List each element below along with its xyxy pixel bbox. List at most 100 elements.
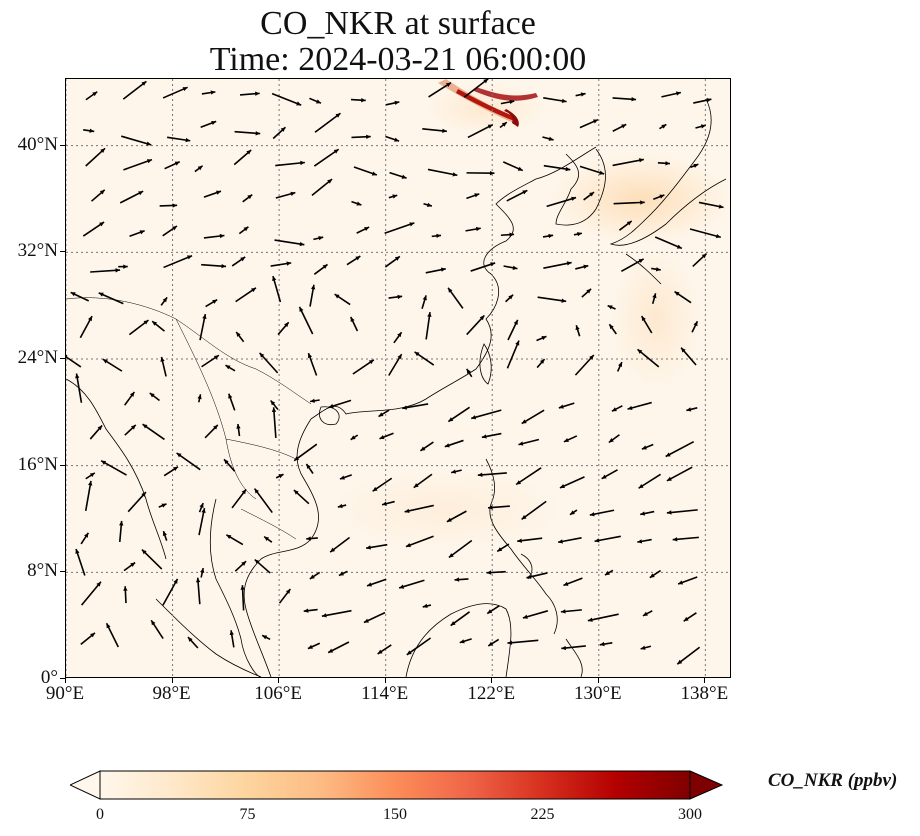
wind-vector-head	[318, 236, 324, 241]
wind-vector-head	[413, 483, 419, 488]
wind-vector-head	[483, 79, 489, 84]
wind-vector	[612, 158, 644, 167]
wind-vector-head	[361, 98, 366, 103]
wind-vector	[427, 168, 458, 177]
wind-vector-head	[106, 623, 111, 629]
wind-vector-head	[262, 635, 268, 640]
lat-tick-mark	[60, 571, 65, 573]
wind-vector-head	[674, 291, 680, 296]
wind-vector-head	[446, 517, 452, 522]
wind-vector-head	[146, 141, 152, 146]
wind-vector-head	[322, 264, 328, 269]
wind-vector-head	[718, 204, 724, 209]
coastlines	[66, 98, 727, 677]
wind-vector-head	[501, 122, 507, 127]
wind-vector-head	[75, 548, 80, 554]
wind-vector-head	[561, 298, 567, 303]
lon-tick-label: 90°E	[45, 683, 85, 704]
wind-vector-head	[592, 119, 598, 124]
wind-vector-head	[241, 561, 247, 566]
wind-vector-head	[559, 484, 565, 489]
wind-vector-head	[173, 578, 178, 584]
wind-vector	[141, 549, 163, 570]
lat-tick-label: 0°	[40, 667, 58, 688]
wind-vector-head	[327, 179, 333, 184]
wind-vector-head	[604, 570, 610, 576]
wind-vector-head	[693, 163, 699, 168]
wind-vector-head	[130, 562, 136, 567]
wind-vector-head	[70, 292, 76, 297]
wind-vector-head	[355, 256, 361, 261]
wind-vector-head	[487, 124, 493, 129]
wind-vector-head	[475, 226, 481, 232]
wind-vector-head	[123, 586, 128, 591]
wind-vector	[467, 123, 494, 139]
wind-vector	[637, 348, 660, 368]
wind-vector-head	[330, 547, 336, 553]
wind-vector-head	[392, 194, 398, 199]
wind-vector-head	[497, 547, 503, 552]
wind-vector-head	[474, 193, 480, 198]
wind-vector	[298, 306, 314, 335]
wind-vector-head	[701, 253, 707, 259]
colorbar-tick-label: 300	[678, 806, 702, 823]
wind-vector-head	[197, 165, 203, 171]
wind-vector-head	[236, 424, 241, 429]
colorbar-extend-max	[689, 770, 724, 800]
wind-vector-head	[404, 508, 410, 513]
wind-vector-head	[213, 424, 218, 430]
wind-vector	[274, 239, 305, 246]
wind-vector-head	[599, 641, 605, 647]
wind-vector-head	[138, 191, 144, 196]
wind-vector	[384, 222, 415, 234]
wind-vector-head	[141, 81, 147, 86]
map-title: CO_NKR at surface	[260, 5, 536, 42]
wind-vector-head	[683, 616, 689, 622]
wind-vector-head	[286, 261, 292, 266]
wind-vector-head	[558, 404, 564, 409]
wind-vector-head	[558, 539, 563, 544]
lat-tick-label: 8°N	[27, 560, 58, 582]
wind-vector-head	[608, 438, 614, 443]
wind-vector	[75, 373, 83, 403]
wind-vector	[613, 201, 645, 205]
wind-vector	[84, 480, 92, 511]
wind-vector-head	[678, 580, 684, 585]
wind-vector-head	[213, 355, 219, 360]
wind-vector-head	[631, 97, 637, 102]
lat-tick-mark	[60, 251, 65, 253]
wind-vector	[75, 548, 86, 576]
wind-vector-head	[589, 192, 595, 197]
wind-vector-head	[641, 445, 647, 450]
wind-vector	[314, 112, 341, 133]
wind-vector-head	[278, 474, 284, 479]
wind-vector	[271, 92, 302, 106]
wind-vector	[521, 500, 547, 521]
wind-vector	[689, 228, 722, 239]
wind-vector-head	[640, 200, 645, 205]
wind-vector-head	[182, 87, 188, 92]
wind-vector-head	[599, 170, 605, 175]
wind-vector-head	[264, 536, 270, 542]
wind-vector-head	[521, 514, 527, 520]
wind-vector-head	[160, 356, 165, 362]
wind-vector-head	[251, 287, 256, 293]
lon-tick-mark	[384, 678, 386, 683]
wind-vector-head	[609, 324, 614, 330]
map-plot-area[interactable]	[65, 78, 731, 678]
wind-vector-head	[681, 347, 686, 353]
wind-vector-head	[446, 82, 451, 87]
lat-tick-label: 24°N	[17, 347, 58, 368]
wind-vector-head	[560, 609, 566, 614]
wind-vector-head	[561, 98, 567, 104]
wind-vector-head	[451, 469, 457, 474]
wind-vector-head	[642, 611, 648, 616]
wind-vector	[90, 269, 121, 273]
lon-tick-mark	[278, 678, 280, 683]
wind-vector-head	[589, 512, 595, 517]
colorbar-tick-label: 0	[96, 806, 104, 823]
map-canvas	[66, 79, 730, 677]
wind-vector-head	[161, 503, 167, 508]
wind-vector	[574, 354, 595, 376]
wind-vector-head	[92, 91, 98, 97]
